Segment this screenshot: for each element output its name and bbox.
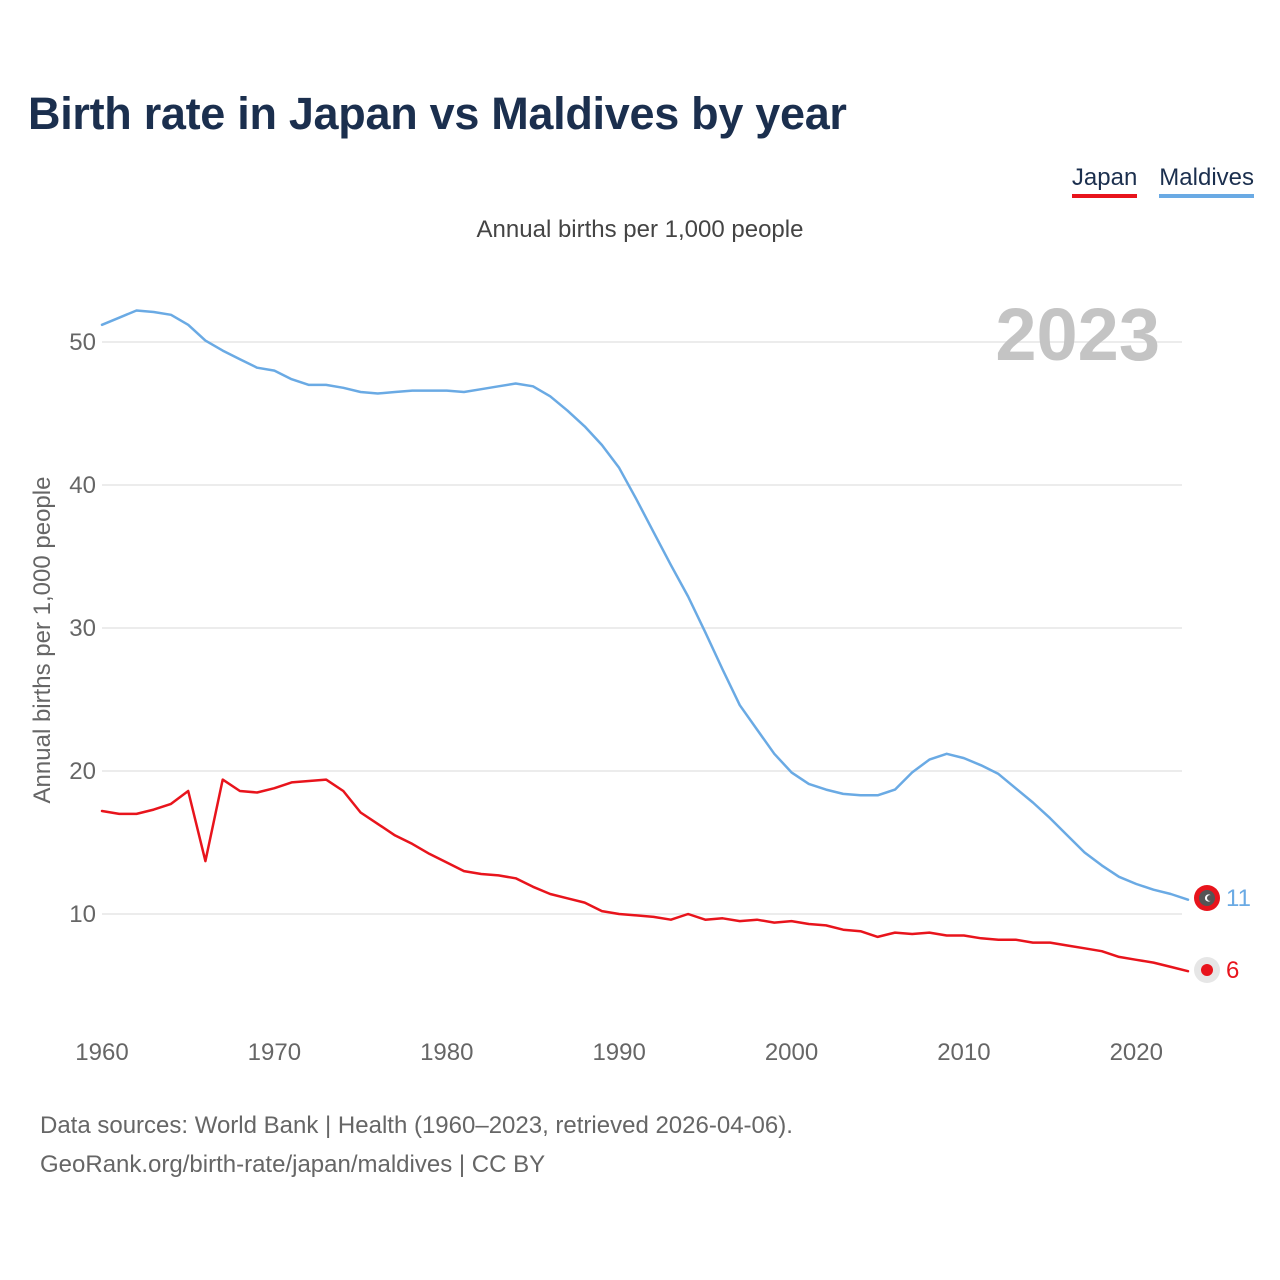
source-line-1: Data sources: World Bank | Health (1960–… xyxy=(40,1112,793,1139)
gridlines xyxy=(102,341,1182,915)
series-lines xyxy=(100,309,1190,973)
end-markers: 11 6 xyxy=(1194,885,1251,984)
y-tick-label-10: 10 xyxy=(69,901,96,928)
crescent-cut xyxy=(1207,895,1213,901)
y-tick-label-30: 30 xyxy=(69,615,96,642)
chart-subtitle: Annual births per 1,000 people xyxy=(476,216,804,243)
y-tick-label-20: 20 xyxy=(69,758,96,785)
x-tick-label-2010: 2010 xyxy=(937,1039,990,1066)
x-tick-label-1970: 1970 xyxy=(248,1039,301,1066)
x-tick-label-1960: 1960 xyxy=(75,1039,128,1066)
legend-japan[interactable]: Japan xyxy=(1071,164,1138,198)
y-axis-ticks: 10 20 30 40 50 xyxy=(69,329,96,928)
japan-end-label: 6 xyxy=(1226,957,1239,984)
legend-maldives[interactable]: Maldives xyxy=(1159,164,1254,198)
x-tick-label-1980: 1980 xyxy=(420,1039,473,1066)
y-tick-label-50: 50 xyxy=(69,329,96,356)
japan-flag-dot xyxy=(1201,964,1213,976)
x-tick-label-2000: 2000 xyxy=(765,1039,818,1066)
maldives-end-label: 11 xyxy=(1226,885,1251,912)
source-note: Data sources: World Bank | Health (1960–… xyxy=(40,1106,793,1184)
y-tick-label-40: 40 xyxy=(69,472,96,499)
maldives-end-marker[interactable] xyxy=(1194,885,1220,911)
source-line-2[interactable]: GeoRank.org/birth-rate/japan/maldives | … xyxy=(40,1151,546,1178)
maldives-series-line[interactable] xyxy=(100,309,1190,901)
year-display: 2023 xyxy=(995,293,1160,376)
chart-title: Birth rate in Japan vs Maldives by year xyxy=(28,88,847,139)
x-axis-ticks: 1960 1970 1980 1990 2000 2010 2020 xyxy=(75,1039,1163,1066)
japan-series-line[interactable] xyxy=(100,778,1190,973)
japan-end-marker[interactable] xyxy=(1194,957,1220,983)
x-tick-label-2020: 2020 xyxy=(1110,1039,1163,1066)
legend: Japan Maldives xyxy=(1071,164,1254,198)
y-axis-label: Annual births per 1,000 people xyxy=(29,477,56,804)
x-tick-label-1990: 1990 xyxy=(592,1039,645,1066)
